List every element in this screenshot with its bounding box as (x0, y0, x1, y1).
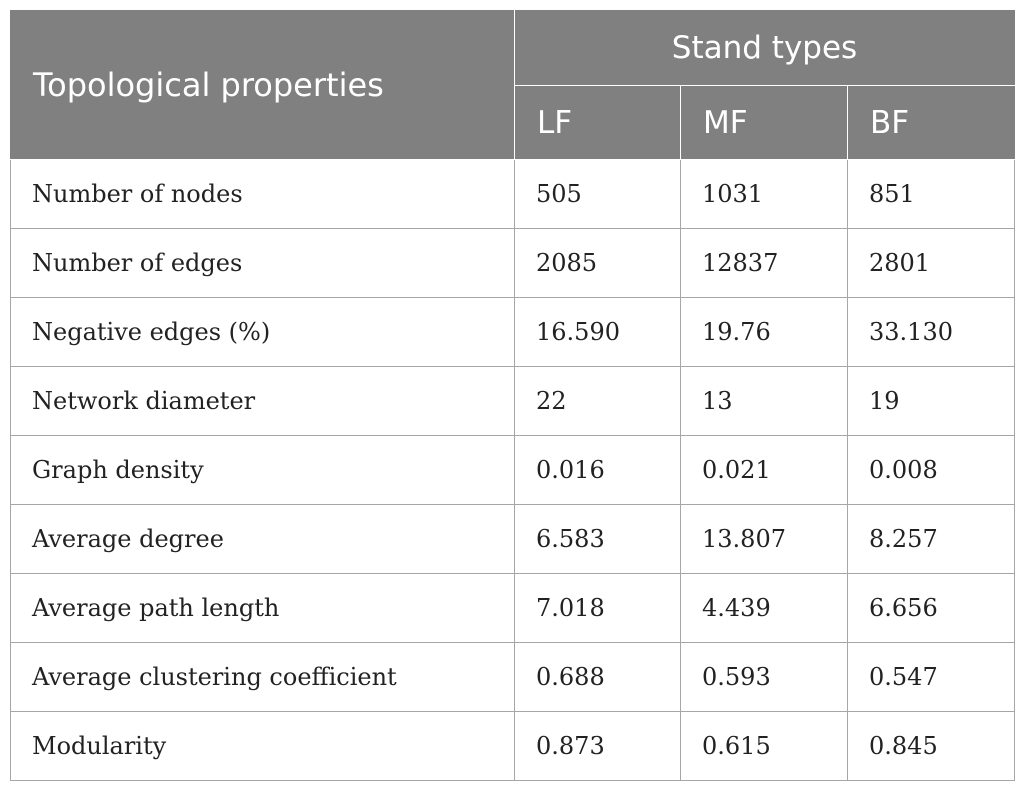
cell-mf: 13.807 (680, 504, 848, 574)
row-label: Number of edges (10, 228, 515, 298)
cell-lf: 505 (514, 159, 681, 229)
cell-lf: 6.583 (514, 504, 681, 574)
column-header-bf: BF (847, 85, 1015, 160)
cell-bf: 2801 (847, 228, 1015, 298)
cell-mf: 19.76 (680, 297, 848, 367)
row-label: Graph density (10, 435, 515, 505)
table-row: Network diameter 22 13 19 (10, 366, 1015, 436)
row-label: Average path length (10, 573, 515, 643)
cell-bf: 33.130 (847, 297, 1015, 367)
cell-bf: 0.845 (847, 711, 1015, 781)
cell-lf: 16.590 (514, 297, 681, 367)
cell-mf: 4.439 (680, 573, 848, 643)
table-row: Modularity 0.873 0.615 0.845 (10, 711, 1015, 781)
table-body: Number of nodes 505 1031 851 Number of e… (10, 159, 1015, 781)
row-header: Topological properties (10, 10, 515, 160)
cell-mf: 1031 (680, 159, 848, 229)
cell-bf: 0.008 (847, 435, 1015, 505)
stand-types-header: Stand types (514, 10, 1015, 86)
table-row: Average clustering coefficient 0.688 0.5… (10, 642, 1015, 712)
cell-bf: 8.257 (847, 504, 1015, 574)
cell-lf: 0.873 (514, 711, 681, 781)
cell-bf: 851 (847, 159, 1015, 229)
cell-lf: 2085 (514, 228, 681, 298)
cell-lf: 7.018 (514, 573, 681, 643)
row-label: Number of nodes (10, 159, 515, 229)
cell-bf: 19 (847, 366, 1015, 436)
row-label: Negative edges (%) (10, 297, 515, 367)
table-row: Average degree 6.583 13.807 8.257 (10, 504, 1015, 574)
row-label: Network diameter (10, 366, 515, 436)
table-header: Topological properties Stand types LF MF… (10, 10, 1015, 160)
table-row: Number of nodes 505 1031 851 (10, 159, 1015, 229)
cell-lf: 0.016 (514, 435, 681, 505)
column-header-lf: LF (514, 85, 681, 160)
cell-mf: 0.593 (680, 642, 848, 712)
table-row: Negative edges (%) 16.590 19.76 33.130 (10, 297, 1015, 367)
topological-properties-table: Topological properties Stand types LF MF… (10, 10, 1015, 781)
cell-mf: 0.615 (680, 711, 848, 781)
table-row: Number of edges 2085 12837 2801 (10, 228, 1015, 298)
cell-mf: 0.021 (680, 435, 848, 505)
cell-bf: 0.547 (847, 642, 1015, 712)
row-label: Average clustering coefficient (10, 642, 515, 712)
cell-bf: 6.656 (847, 573, 1015, 643)
row-label: Modularity (10, 711, 515, 781)
cell-mf: 13 (680, 366, 848, 436)
table-row: Graph density 0.016 0.021 0.008 (10, 435, 1015, 505)
cell-lf: 0.688 (514, 642, 681, 712)
table-row: Average path length 7.018 4.439 6.656 (10, 573, 1015, 643)
row-label: Average degree (10, 504, 515, 574)
cell-mf: 12837 (680, 228, 848, 298)
column-header-mf: MF (680, 85, 848, 160)
cell-lf: 22 (514, 366, 681, 436)
